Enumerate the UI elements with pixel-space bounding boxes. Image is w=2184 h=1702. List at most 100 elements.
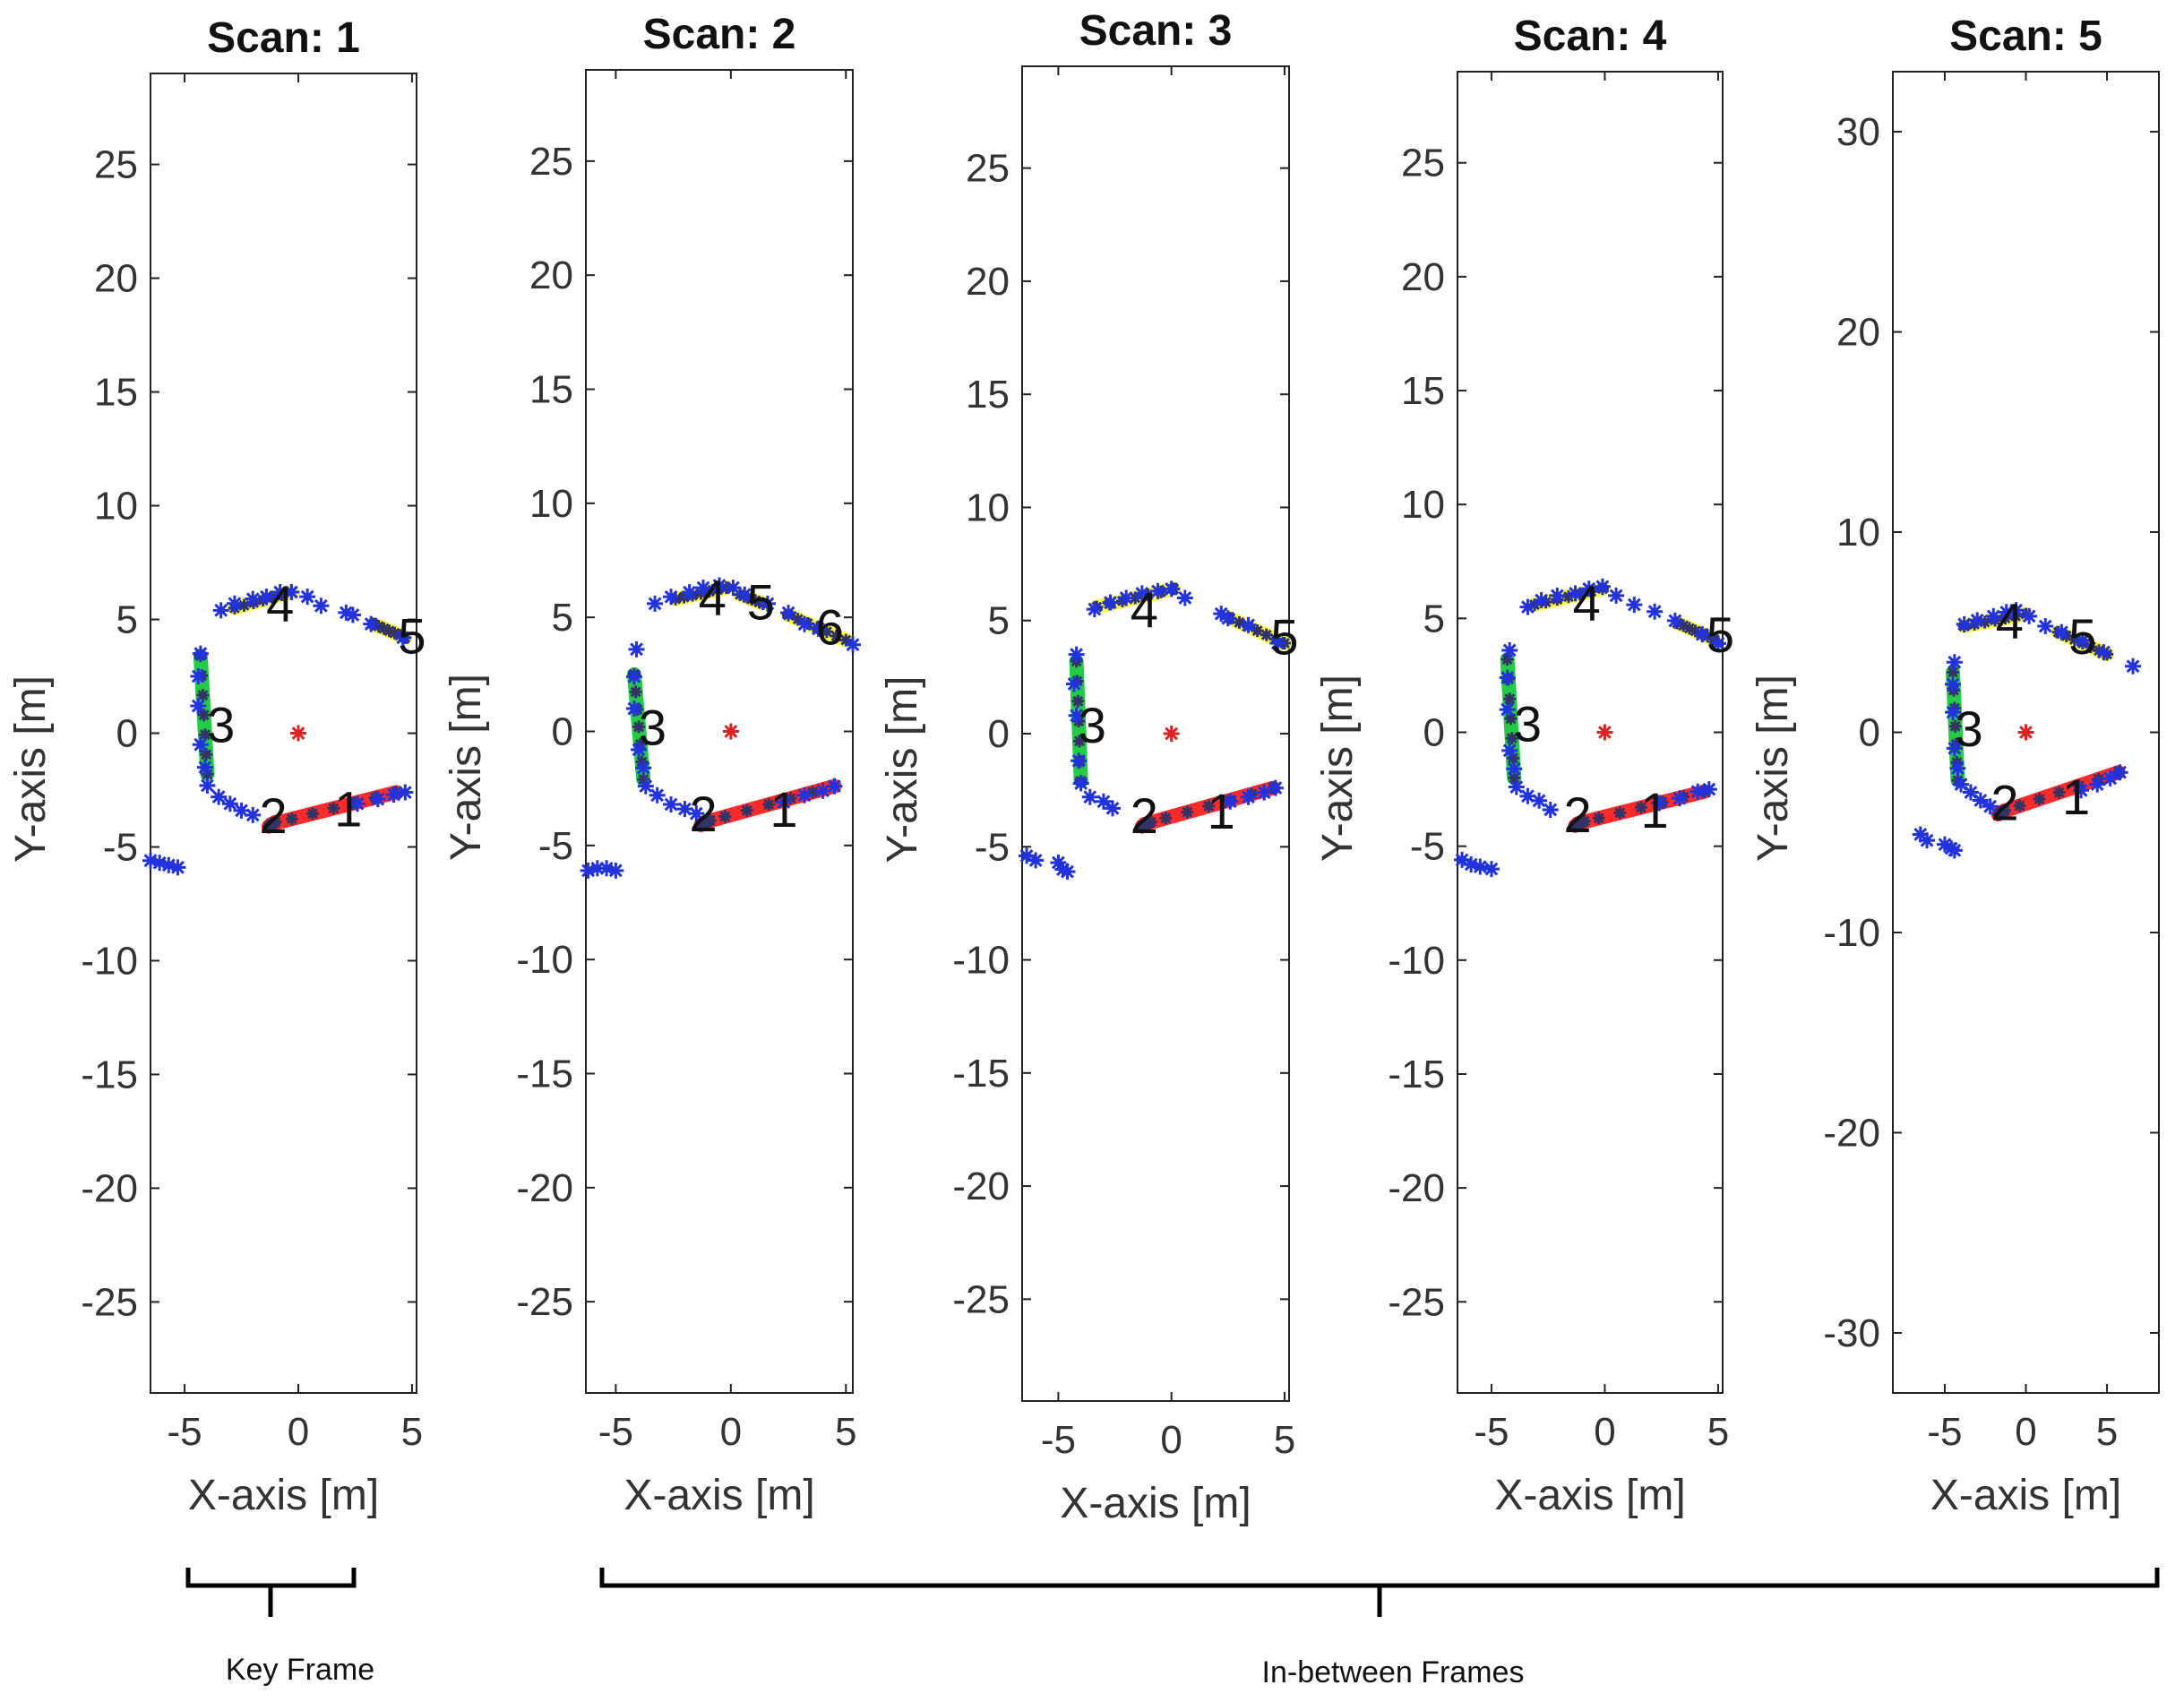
scan-point <box>736 586 753 603</box>
segment-point <box>711 583 725 597</box>
scan-point <box>397 784 414 801</box>
segment-point <box>1260 628 1273 641</box>
scan-point <box>1501 742 1518 759</box>
segment-point <box>1505 732 1518 745</box>
x-tick-label: -5 <box>1041 1418 1076 1462</box>
segment-label-2: 2 <box>689 786 717 842</box>
panel-title: Scan: 3 <box>1079 7 1233 55</box>
scan-point <box>1267 779 1284 796</box>
scan-point <box>1071 752 1088 769</box>
x-axis-label: X-axis [m] <box>1494 1472 1685 1519</box>
scan-point <box>1936 836 1953 853</box>
segment-point <box>1948 701 1961 715</box>
scan-point <box>589 860 606 877</box>
scan-panel-5: -30 -20 -10 0 10 20 30 -5 0 5 Scan: 5 X-axis [m] Y-a… <box>1750 13 2160 1519</box>
segment-point <box>1181 805 1194 819</box>
segment-point <box>702 585 716 598</box>
scan-point <box>212 602 229 619</box>
segment-point <box>269 815 282 829</box>
y-tick-label: 20 <box>966 260 1010 304</box>
scan-point <box>1956 615 1973 632</box>
scan-point <box>1567 585 1584 602</box>
y-axis-label: Y-axis [m] <box>1750 675 1797 862</box>
scan-point <box>385 787 402 804</box>
segment-point <box>1989 614 2002 627</box>
segment-point <box>629 685 642 699</box>
scan-point <box>1028 852 1045 869</box>
segment-label-4: 4 <box>1573 575 1601 632</box>
scan-point <box>663 795 680 812</box>
y-tick-label: -20 <box>952 1165 1010 1208</box>
scan-point <box>2037 618 2054 635</box>
scan-point <box>1533 592 1550 608</box>
scan-point <box>1700 781 1717 798</box>
segment-label-3: 3 <box>1514 695 1542 752</box>
y-axis-label: Y-axis [m] <box>443 674 490 861</box>
scan-point <box>199 777 216 794</box>
y-tick-label: 10 <box>529 482 573 526</box>
origin-marker <box>722 723 739 740</box>
y-tick-label: 0 <box>552 710 573 754</box>
scan-point <box>363 615 380 632</box>
plot-frame <box>1021 65 1290 1402</box>
key-frame-label: Key Frame <box>226 1653 374 1687</box>
in-between-label: In-between Frames <box>1262 1655 1525 1689</box>
x-axis-label: X-axis [m] <box>1930 1472 2121 1519</box>
scan-point <box>1694 626 1711 643</box>
scan-point <box>283 584 300 601</box>
scan-point <box>1506 761 1523 778</box>
x-tick-label: -5 <box>168 1410 202 1454</box>
scan-point <box>1519 598 1536 615</box>
scan-point <box>245 806 262 823</box>
scan-point <box>2008 602 2025 619</box>
scan-point <box>1095 793 1112 810</box>
key-frame-brace: Key Frame <box>185 1568 374 1687</box>
segment-label-1: 1 <box>334 780 362 837</box>
scan-points: 123 4 5 <box>142 576 426 876</box>
scan-point <box>1019 847 1036 864</box>
scan-point <box>725 580 742 597</box>
segment-point <box>1129 591 1142 605</box>
y-tick-label: 20 <box>1401 255 1445 299</box>
y-tick-label: -15 <box>1388 1053 1445 1096</box>
scan-point <box>1982 798 1999 815</box>
segment-point <box>1689 624 1702 638</box>
segment-point <box>2052 786 2066 799</box>
x-tick-label: -5 <box>598 1410 633 1454</box>
scan-point <box>796 615 813 632</box>
scan-point <box>299 589 316 606</box>
x-tick-label: 5 <box>1274 1418 1295 1462</box>
scan-point <box>151 855 168 872</box>
segment-point <box>784 792 797 805</box>
scan-point <box>2089 776 2106 793</box>
scan-point <box>169 859 186 876</box>
y-tick-label: 25 <box>94 143 138 187</box>
y-tick-label: 25 <box>966 147 1010 191</box>
scan-point <box>1454 851 1471 868</box>
scan-point <box>681 584 698 601</box>
segment-point <box>1202 799 1216 812</box>
segment-point <box>806 786 820 799</box>
segment-label-4: 4 <box>699 569 727 625</box>
scan-point <box>1626 597 1643 614</box>
y-tick-label: -15 <box>952 1052 1010 1096</box>
x-tick-label: 5 <box>835 1410 856 1454</box>
segment-point <box>703 813 717 827</box>
y-tick-label: -10 <box>952 939 1010 983</box>
scan-point <box>1068 707 1085 724</box>
y-tick-label: 10 <box>1836 511 1880 554</box>
scan-point <box>1072 775 1089 792</box>
y-tick-label: 25 <box>1401 142 1445 185</box>
scan-point <box>271 584 288 601</box>
x-tick-label: 5 <box>1707 1410 1729 1454</box>
scan-point <box>1945 675 1962 692</box>
segment-point <box>1634 801 1647 814</box>
segment-label-3: 3 <box>207 696 235 752</box>
y-tick-label: -20 <box>516 1166 573 1210</box>
scan-point <box>221 795 238 812</box>
scan-point <box>1256 784 1273 801</box>
scan-point <box>580 862 597 879</box>
segment-label-4: 4 <box>266 576 294 632</box>
segment-label-2: 2 <box>259 787 287 844</box>
x-axis-label: X-axis [m] <box>1060 1480 1251 1527</box>
